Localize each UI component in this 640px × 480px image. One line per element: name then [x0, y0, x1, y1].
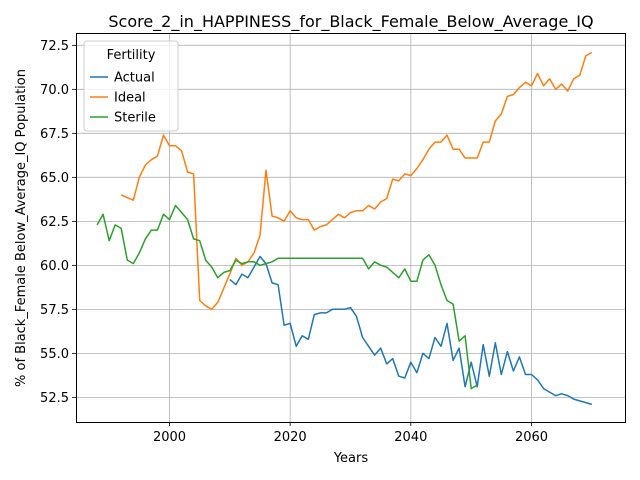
y-tick-label: 62.5	[40, 215, 69, 230]
series-line-actual	[229, 255, 593, 406]
x-tick-label: 2020	[274, 430, 307, 445]
legend-entries: Actual Ideal Sterile	[90, 71, 156, 126]
y-axis-ticks: 52.5 55.0 57.5 60.0 62.5 65.0 67.5 70.0 72.5	[40, 39, 76, 406]
grid-lines	[76, 33, 625, 422]
series-line-ideal	[120, 51, 593, 311]
y-tick-label: 65.0	[40, 171, 69, 186]
x-axis-ticks: 2000 2020 2040 2060	[153, 422, 548, 445]
y-tick-label: 67.5	[40, 127, 69, 142]
legend-title: Fertility	[107, 48, 156, 63]
x-tick-label: 2000	[153, 430, 186, 445]
y-tick-label: 52.5	[40, 391, 69, 406]
x-tick-label: 2060	[515, 430, 548, 445]
plot-frame	[76, 33, 626, 423]
chart-title: Score_2_in_HAPPINESS_for_Black_Female_Be…	[108, 12, 593, 32]
y-tick-label: 57.5	[40, 303, 69, 318]
x-axis-label: Years	[333, 451, 369, 466]
legend: Fertility Actual Ideal Sterile	[83, 40, 179, 132]
x-tick-label: 2040	[394, 430, 427, 445]
legend-label-sterile: Sterile	[114, 111, 156, 126]
legend-label-actual: Actual	[114, 71, 155, 86]
y-tick-label: 55.0	[40, 347, 69, 362]
y-tick-label: 60.0	[40, 259, 69, 274]
legend-label-ideal: Ideal	[114, 91, 146, 106]
y-tick-label: 70.0	[40, 83, 69, 98]
series-group	[96, 51, 593, 406]
y-tick-label: 72.5	[40, 39, 69, 54]
y-axis-label: % of Black_Female Below_Average_IQ Popul…	[14, 69, 29, 387]
legend-box	[83, 40, 179, 132]
series-line-sterile	[96, 204, 478, 390]
